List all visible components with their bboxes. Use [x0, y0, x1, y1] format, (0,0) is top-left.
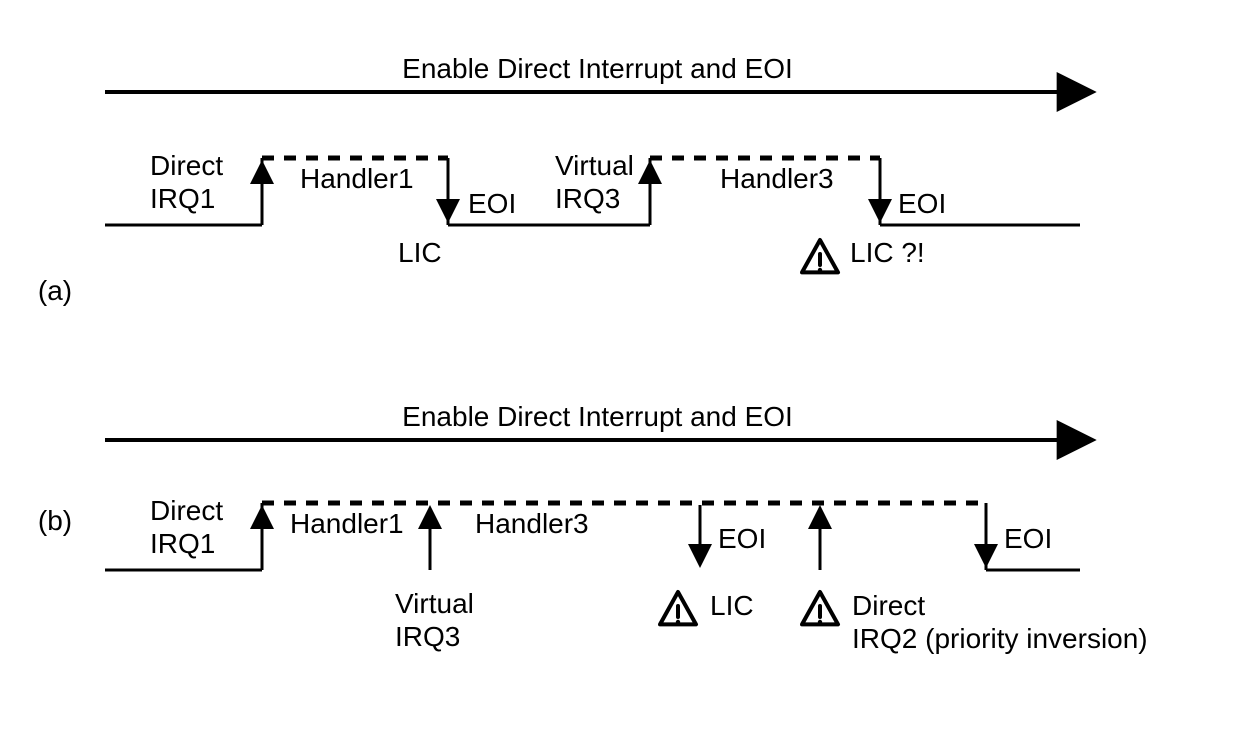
b-label-irq2: IRQ2 (priority inversion)	[852, 623, 1148, 654]
b-label-lic: LIC	[710, 590, 754, 621]
a-label-handler1: Handler1	[300, 163, 414, 194]
a-label-irq1: IRQ1	[150, 183, 215, 214]
a-label-lic-warn: LIC ?!	[850, 237, 925, 268]
b-label-virtual: Virtual	[395, 588, 474, 619]
panel-a-label: (a)	[38, 275, 72, 306]
a-label-handler3: Handler3	[720, 163, 834, 194]
panel-b-label: (b)	[38, 505, 72, 536]
b-label-eoi1: EOI	[718, 523, 766, 554]
warning-icon	[802, 240, 838, 272]
a-label-lic1: LIC	[398, 237, 442, 268]
diagram-canvas: Enable Direct Interrupt and EOI Enable Di…	[0, 0, 1240, 732]
a-label-direct: Direct	[150, 150, 223, 181]
a-label-irq3: IRQ3	[555, 183, 620, 214]
b-label-virq3: IRQ3	[395, 621, 460, 652]
panel-a-title: Enable Direct Interrupt and EOI	[402, 53, 793, 84]
b-label-irq1: IRQ1	[150, 528, 215, 559]
warning-icon	[802, 592, 838, 624]
b-label-direct2: Direct	[852, 590, 925, 621]
a-label-eoi2: EOI	[898, 188, 946, 219]
a-label-virtual: Virtual	[555, 150, 634, 181]
warning-icon	[660, 592, 696, 624]
panel-b-title: Enable Direct Interrupt and EOI	[402, 401, 793, 432]
b-label-handler3: Handler3	[475, 508, 589, 539]
a-label-eoi1: EOI	[468, 188, 516, 219]
b-label-handler1: Handler1	[290, 508, 404, 539]
b-label-direct: Direct	[150, 495, 223, 526]
b-label-eoi2: EOI	[1004, 523, 1052, 554]
